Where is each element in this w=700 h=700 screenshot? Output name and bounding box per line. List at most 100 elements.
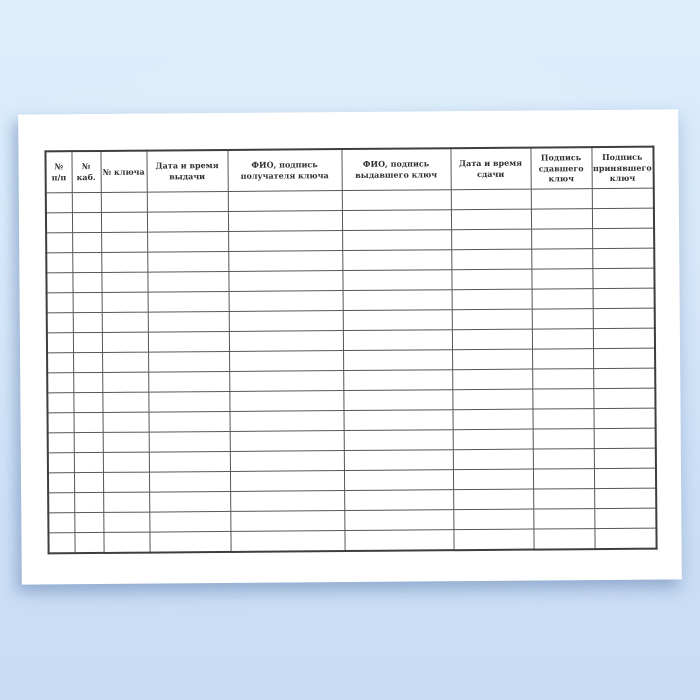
column-header-returner-signature: Подпись сдавшего ключ xyxy=(530,147,592,190)
table-cell xyxy=(453,529,534,551)
table-cell xyxy=(530,188,592,210)
table-cell xyxy=(531,228,593,250)
table-cell xyxy=(46,332,74,353)
table-cell xyxy=(452,409,533,430)
table-cell xyxy=(47,472,75,493)
table-cell xyxy=(100,212,148,233)
table-cell xyxy=(342,329,453,351)
table-cell xyxy=(451,249,532,270)
table-cell xyxy=(594,488,657,509)
table-cell xyxy=(593,408,656,429)
table-cell xyxy=(46,252,73,273)
column-header-room-number: № каб. xyxy=(71,150,101,193)
table-cell xyxy=(593,428,656,449)
table-cell xyxy=(102,412,149,433)
table-cell xyxy=(147,291,229,313)
table-cell xyxy=(531,308,593,330)
table-cell xyxy=(148,351,230,373)
table-cell xyxy=(101,312,148,333)
table-cell xyxy=(593,468,657,489)
table-cell xyxy=(101,272,148,293)
table-cell xyxy=(72,272,102,293)
table-cell xyxy=(72,252,102,273)
table-header-row: № п/п № каб. № ключа Дата и время выдачи… xyxy=(45,146,654,193)
table-cell xyxy=(532,468,595,490)
table-cell xyxy=(147,331,230,353)
column-header-key-number: № ключа xyxy=(100,150,147,193)
table-cell xyxy=(148,371,230,393)
column-header-recipient-name-signature: ФИО, подпись получателя ключа xyxy=(227,149,342,192)
table-cell xyxy=(452,429,533,450)
table-cell xyxy=(148,411,230,433)
table-cell xyxy=(452,389,533,410)
table-cell xyxy=(343,449,453,471)
table-cell xyxy=(531,288,593,310)
table-cell xyxy=(228,290,343,312)
table-cell xyxy=(148,451,230,473)
table-cell xyxy=(45,212,73,233)
table-cell xyxy=(230,490,345,512)
table-cell xyxy=(344,529,454,552)
table-cell xyxy=(230,530,345,552)
paper-sheet: № п/п № каб. № ключа Дата и время выдачи… xyxy=(18,109,682,585)
table-cell xyxy=(101,332,149,353)
table-cell xyxy=(451,269,532,290)
table-cell xyxy=(532,368,594,390)
table-cell xyxy=(531,248,593,270)
table-cell xyxy=(71,192,101,213)
table-cell xyxy=(228,250,343,272)
table-cell xyxy=(48,492,75,513)
table-cell xyxy=(46,292,73,313)
key-log-table: № п/п № каб. № ключа Дата и время выдачи… xyxy=(44,145,658,555)
table-cell xyxy=(453,489,534,510)
table-cell xyxy=(530,208,593,230)
column-header-issue-datetime: Дата и время выдачи xyxy=(146,149,228,193)
table-cell xyxy=(46,272,73,293)
table-cell xyxy=(47,352,74,373)
table-cell xyxy=(73,372,103,393)
table-cell xyxy=(343,429,453,451)
table-cell xyxy=(228,330,344,352)
column-header-issuer-name-signature: ФИО, подпись выдавшего ключ xyxy=(341,148,451,191)
table-cell xyxy=(74,492,104,513)
table-cell xyxy=(342,229,452,251)
table-cell xyxy=(228,270,343,292)
table-cell xyxy=(592,248,655,269)
table-cell xyxy=(146,211,229,233)
column-header-return-datetime: Дата и время сдачи xyxy=(450,147,531,190)
table-cell xyxy=(450,209,532,230)
table-cell xyxy=(73,392,103,413)
table-cell xyxy=(45,192,72,213)
table-cell xyxy=(229,430,344,452)
table-cell xyxy=(227,190,342,212)
table-cell xyxy=(229,470,345,492)
table-cell xyxy=(102,352,149,373)
table-cell xyxy=(533,508,595,530)
table-cell xyxy=(74,512,104,533)
table-cell xyxy=(103,532,150,553)
table-cell xyxy=(229,450,344,472)
table-cell xyxy=(148,471,231,493)
table-cell xyxy=(593,348,656,369)
table-cell xyxy=(149,491,231,513)
table-cell xyxy=(47,452,74,473)
table-cell xyxy=(147,231,229,253)
table-cell xyxy=(73,452,103,473)
table-cell xyxy=(451,289,532,310)
table-cell xyxy=(47,432,74,453)
table-cell xyxy=(532,428,594,450)
table-cell xyxy=(146,191,228,213)
table-cell xyxy=(102,472,150,493)
table-cell xyxy=(228,310,343,332)
table-cell xyxy=(102,452,149,473)
table-cell xyxy=(343,469,454,491)
table-cell xyxy=(344,509,454,531)
table-cell xyxy=(147,271,229,293)
table-cell xyxy=(452,349,533,370)
table-cell xyxy=(229,390,344,412)
table-cell xyxy=(533,488,595,510)
table-cell xyxy=(342,289,452,311)
table-cell xyxy=(100,192,147,213)
table-cell xyxy=(229,370,344,392)
table-cell xyxy=(343,349,453,371)
